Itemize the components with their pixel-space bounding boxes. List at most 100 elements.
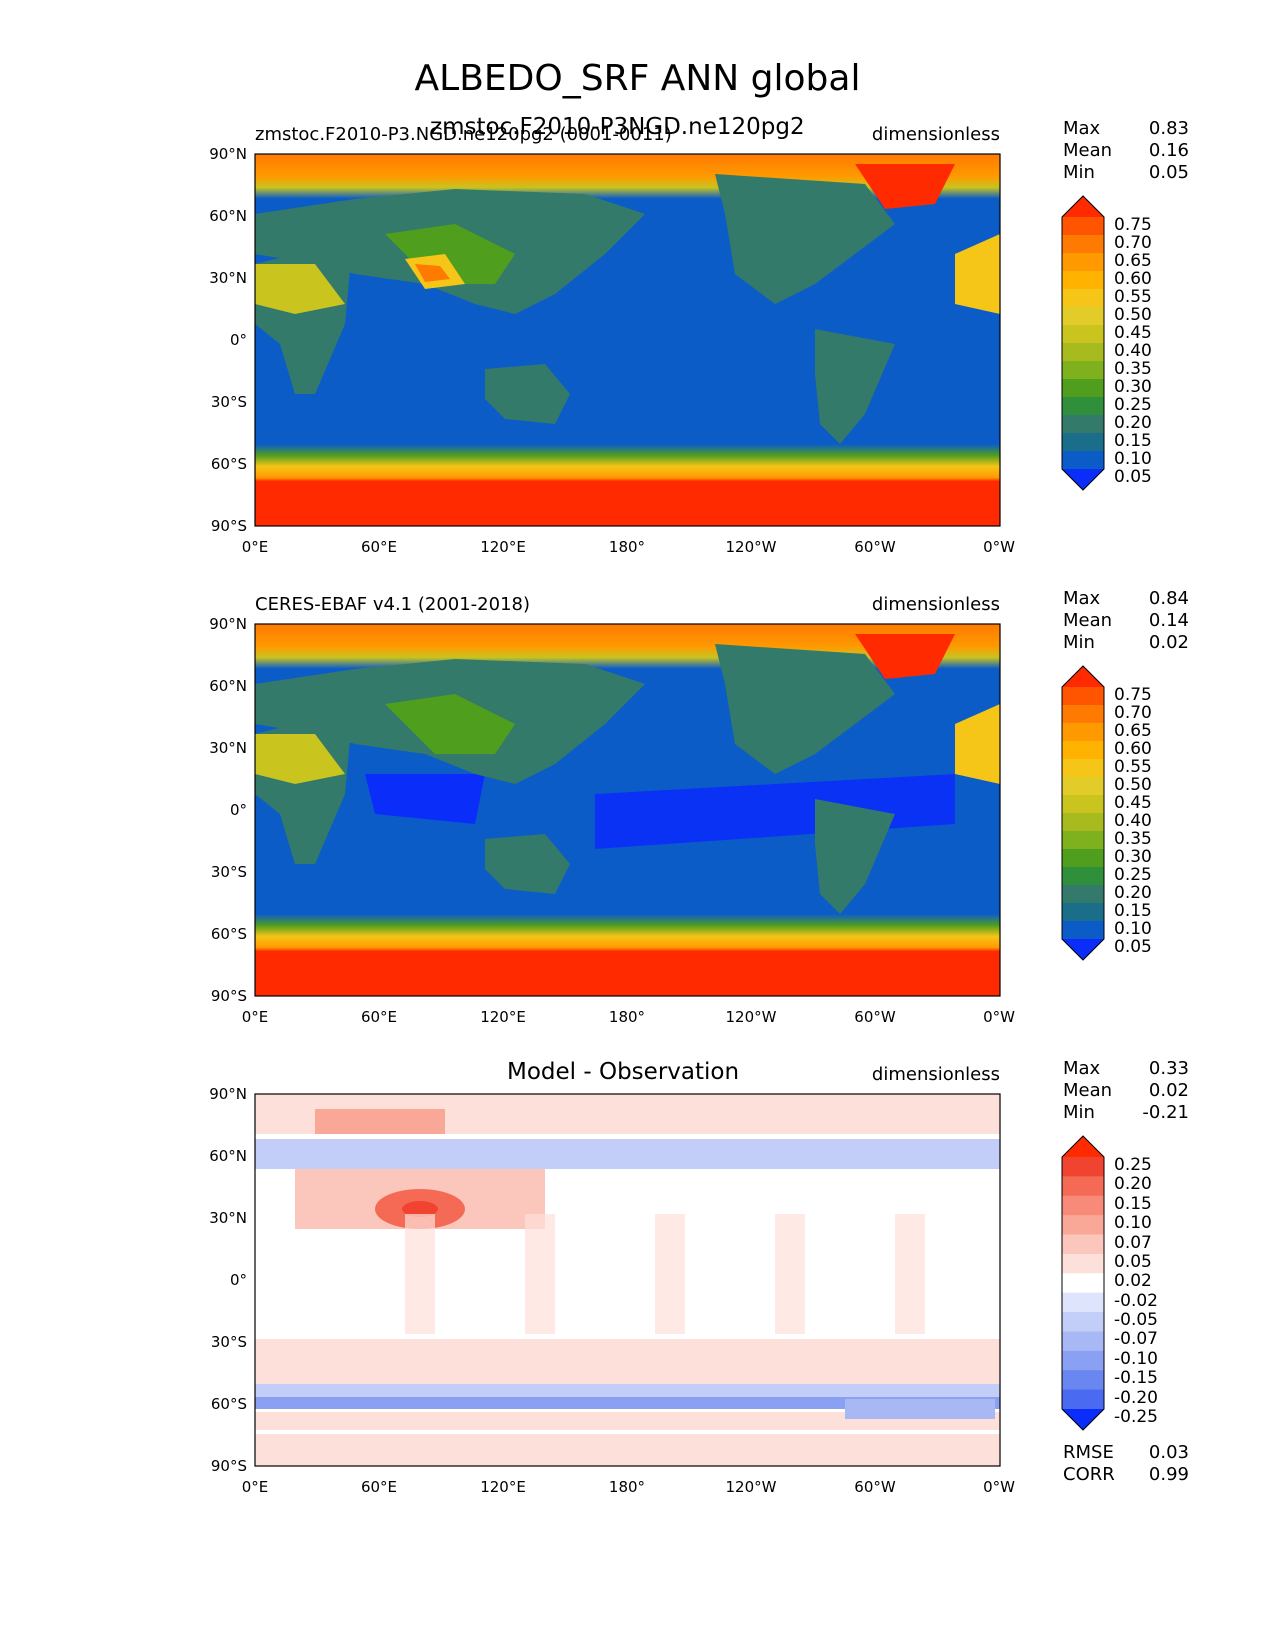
panel-subtitle: CERES-EBAF v4.1 (2001-2018)	[255, 594, 531, 615]
colorbar-tick-label: 0.65	[1114, 721, 1152, 741]
y-tick: 30°S	[210, 1333, 247, 1351]
colorbar-tick-label: 0.10	[1114, 919, 1152, 939]
colorbar	[1061, 195, 1105, 491]
colorbar-tick-label: 0.25	[1114, 395, 1152, 415]
colorbar-tick-label: 0.15	[1114, 431, 1152, 451]
land-masses	[255, 634, 1000, 914]
colorbar-tick-label: -0.10	[1114, 1348, 1158, 1369]
stat-min: -0.21	[1142, 1102, 1189, 1123]
colorbar-segment	[1062, 1331, 1104, 1352]
x-tick: 60°W	[854, 538, 896, 556]
colorbar-tick-label: 0.60	[1114, 269, 1152, 289]
x-tick: 60°W	[854, 1008, 896, 1026]
stat-label: Max	[1063, 1058, 1101, 1079]
colorbar-tick-label: 0.07	[1114, 1232, 1152, 1253]
colorbar-segment	[1062, 253, 1104, 272]
y-tick: 90°S	[210, 517, 247, 535]
colorbar-tick-label: -0.25	[1114, 1407, 1158, 1427]
y-tick: 90°S	[210, 987, 247, 1005]
panel-title: Model - Observation	[507, 1059, 740, 1085]
colorbar-segment	[1062, 307, 1104, 326]
colorbar-tick-label: 0.75	[1114, 685, 1152, 705]
colorbar-tick-label: -0.05	[1114, 1310, 1158, 1331]
colorbar-outline	[1061, 1135, 1105, 1431]
y-tick: 30°N	[209, 1209, 247, 1227]
stat-mean: 0.02	[1148, 1080, 1189, 1101]
colorbar	[1061, 1135, 1105, 1431]
colorbar-tick-label: 0.55	[1114, 287, 1152, 307]
y-tick: 60°S	[210, 1395, 247, 1413]
y-tick: 60°N	[209, 1147, 247, 1165]
colorbar-tick-label: 0.40	[1114, 341, 1152, 361]
colorbar-tick-label: 0.25	[1114, 865, 1152, 885]
colorbar-tick-label: 0.35	[1114, 359, 1152, 379]
colorbar-tick-label: 0.75	[1114, 215, 1152, 235]
map-diff	[254, 1093, 1001, 1467]
colorbar-tick-label: 0.05	[1114, 937, 1152, 957]
colorbar-tick-label: 0.20	[1114, 1174, 1152, 1195]
y-tick: 0°	[229, 1271, 247, 1289]
colorbar-tick-label: -0.20	[1114, 1387, 1158, 1408]
stat-max: 0.33	[1148, 1058, 1189, 1079]
colorbar-segment	[1062, 777, 1104, 796]
colorbar-tick-label: 0.05	[1114, 1251, 1152, 1272]
colorbar-segment	[1062, 921, 1104, 940]
y-tick: 30°N	[209, 269, 247, 287]
stat-max: 0.84	[1148, 588, 1189, 609]
colorbar-tick-label: 0.15	[1114, 901, 1152, 921]
colorbar-segment	[1062, 451, 1104, 470]
x-tick: 180°	[608, 1008, 646, 1026]
colorbar-tick-label: 0.70	[1114, 233, 1152, 253]
colorbar-segment	[1062, 885, 1104, 904]
colorbar-segment	[1062, 271, 1104, 290]
stat-label: Mean	[1063, 1080, 1113, 1101]
colorbar-extend-max	[1062, 666, 1104, 687]
colorbar-segment	[1062, 1234, 1104, 1255]
y-tick: 90°N	[209, 1085, 247, 1103]
x-tick: 0°W	[983, 1478, 1015, 1496]
y-tick: 0°	[229, 331, 247, 349]
colorbar-tick-label: 0.02	[1114, 1271, 1152, 1292]
difference-patches	[255, 1094, 1000, 1466]
colorbar-segment	[1062, 415, 1104, 434]
stat-max: 0.83	[1148, 118, 1189, 139]
colorbar-segment	[1062, 325, 1104, 344]
colorbar-tick-label: -0.02	[1114, 1290, 1158, 1311]
map-model	[254, 153, 1001, 527]
colorbar-segment	[1062, 687, 1104, 706]
colorbar-segment	[1062, 705, 1104, 724]
colorbar-segment	[1062, 723, 1104, 742]
colorbar-tick-label: 0.50	[1114, 775, 1152, 795]
y-tick: 0°	[229, 801, 247, 819]
colorbar-tick-label: 0.35	[1114, 829, 1152, 849]
stat-mean: 0.14	[1148, 610, 1189, 631]
stat-corr: 0.99	[1148, 1464, 1189, 1485]
colorbar-segment	[1062, 759, 1104, 778]
colorbar-extend-max	[1062, 1136, 1104, 1157]
panel-subtitle: zmstoc.F2010-P3.NGD.ne120pg2 (0001-0011)	[255, 124, 672, 145]
colorbar-tick-label: 0.25	[1114, 1155, 1152, 1175]
y-tick: 90°N	[209, 145, 247, 163]
colorbar-segment	[1062, 1370, 1104, 1391]
colorbar-segment	[1062, 831, 1104, 850]
colorbar-tick-label: 0.40	[1114, 811, 1152, 831]
colorbar-tick-label: 0.10	[1114, 1213, 1152, 1234]
map-frame	[254, 1093, 1001, 1467]
x-tick: 120°E	[480, 1008, 526, 1026]
colorbar-segment	[1062, 217, 1104, 236]
stat-label: Min	[1063, 1102, 1095, 1123]
colorbar-segment	[1062, 1176, 1104, 1197]
colorbar-segment	[1062, 235, 1104, 254]
colorbar-segment	[1062, 741, 1104, 760]
colorbar-tick-label: 0.20	[1114, 413, 1152, 433]
colorbar-segment	[1062, 795, 1104, 814]
stat-label: Min	[1063, 162, 1095, 183]
land-masses	[255, 164, 1000, 444]
colorbar-tick-label: 0.30	[1114, 377, 1152, 397]
colorbar-segment	[1062, 1389, 1104, 1410]
colorbar-outline	[1061, 195, 1105, 491]
colorbar-segment	[1062, 1292, 1104, 1313]
colorbar-tick-label: 0.45	[1114, 793, 1152, 813]
skill-box: RMSE 0.03 CORR 0.99	[1063, 1442, 1189, 1486]
colorbar-tick-label: 0.65	[1114, 251, 1152, 271]
